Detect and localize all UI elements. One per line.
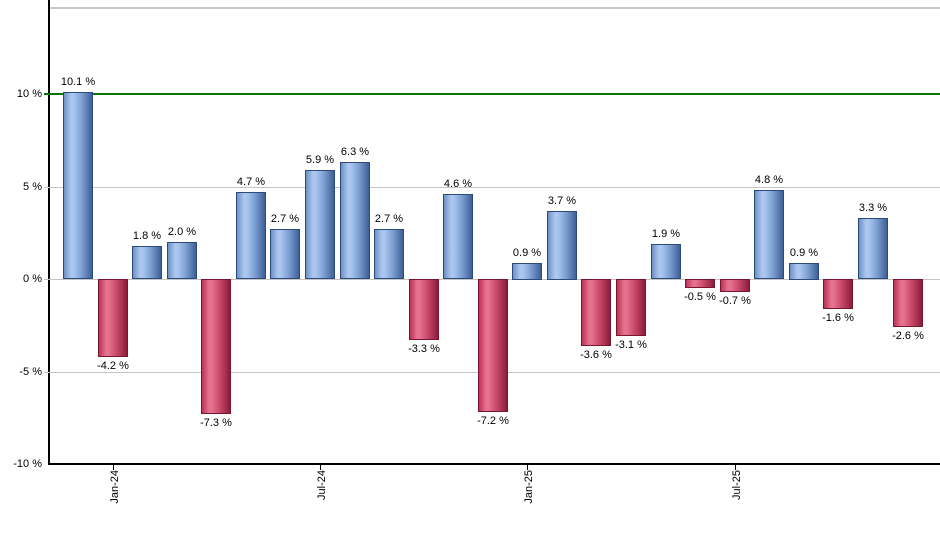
bar-negative [720, 279, 750, 292]
x-tick-label: Jan-24 [109, 470, 121, 504]
x-tick-mark [735, 465, 736, 470]
bar-value-label: 4.8 % [754, 174, 784, 186]
bar-negative [98, 279, 128, 357]
bar-negative [201, 279, 231, 414]
bar-value-label: -1.6 % [822, 312, 854, 324]
bar-value-label: 2.7 % [270, 213, 300, 225]
bar-positive [270, 229, 300, 279]
bar-value-label: -2.6 % [892, 330, 924, 342]
bar-value-label: -0.7 % [719, 295, 751, 307]
bar-value-label: 2.0 % [167, 226, 197, 238]
bar-value-label: 4.6 % [443, 178, 473, 190]
x-axis-line [48, 463, 940, 465]
bar-positive [132, 246, 162, 279]
bar-value-label: 10.1 % [60, 76, 96, 88]
bar-value-label: 3.7 % [547, 195, 577, 207]
x-tick-mark [320, 465, 321, 470]
bar-value-label: 6.3 % [340, 146, 370, 158]
bar-value-label: -4.2 % [97, 360, 129, 372]
bar-positive [236, 192, 266, 279]
bar-value-label: 4.7 % [236, 176, 266, 188]
bar-positive [63, 92, 93, 279]
bar-value-label: -0.5 % [684, 291, 716, 303]
x-tick-label: Jan-25 [523, 470, 535, 504]
bar-positive [858, 218, 888, 279]
y-axis-line [48, 0, 50, 464]
bar-value-label: 1.9 % [651, 228, 681, 240]
bar-negative [685, 279, 715, 288]
y-tick-label: 10 % [16, 88, 42, 100]
y-tick-label: 0 % [23, 273, 42, 285]
x-tick-mark [527, 465, 528, 470]
bar-value-label: -3.6 % [580, 349, 612, 361]
y-tick-label: -10 % [13, 458, 42, 470]
bar-value-label: 3.3 % [858, 202, 888, 214]
plot-top-border [50, 7, 940, 9]
bar-positive [305, 170, 335, 279]
gridline [44, 187, 940, 188]
bar-value-label: 0.9 % [512, 247, 542, 259]
bar-positive [340, 162, 370, 279]
x-tick-label: Jul-25 [731, 470, 743, 500]
bar-negative [823, 279, 853, 309]
bar-negative [409, 279, 439, 340]
bar-positive [167, 242, 197, 279]
bar-value-label: -3.1 % [615, 339, 647, 351]
bar-positive [443, 194, 473, 279]
bar-value-label: 5.9 % [305, 154, 335, 166]
bar-value-label: -7.3 % [200, 417, 232, 429]
bar-positive [374, 229, 404, 279]
bar-value-label: 0.9 % [789, 247, 819, 259]
bar-positive [754, 190, 784, 279]
bar-value-label: -3.3 % [408, 343, 440, 355]
bar-negative [581, 279, 611, 346]
bar-positive [547, 211, 577, 280]
bar-negative [616, 279, 646, 336]
bar-value-label: 2.7 % [374, 213, 404, 225]
y-tick-label: -5 % [19, 366, 42, 378]
bar-value-label: -7.2 % [477, 415, 509, 427]
bar-positive [789, 263, 819, 280]
bar-negative [478, 279, 508, 412]
y-tick-label: 5 % [23, 181, 42, 193]
x-tick-label: Jul-24 [316, 470, 328, 500]
reference-line [44, 93, 940, 95]
bar-value-label: 1.8 % [132, 230, 162, 242]
bar-negative [893, 279, 923, 327]
bar-positive [651, 244, 681, 279]
bar-positive [512, 263, 542, 280]
x-tick-mark [113, 465, 114, 470]
